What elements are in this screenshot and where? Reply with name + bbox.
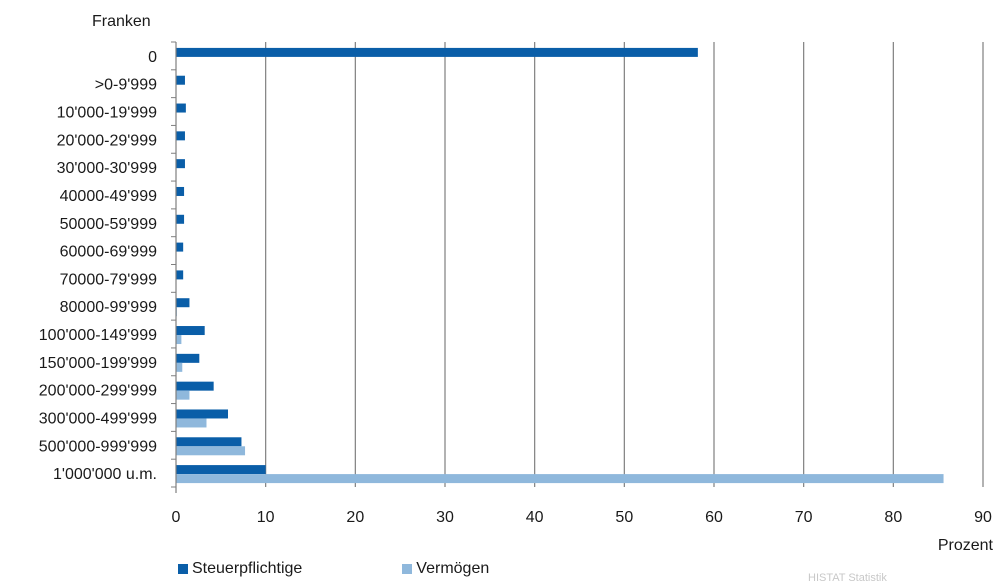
category-label: 100'000-149'999: [39, 327, 157, 344]
x-tick-label: 60: [705, 509, 723, 526]
category-label: 60000-69'999: [60, 244, 157, 261]
bar-steuerpflichtige: [176, 326, 205, 336]
bar-steuerpflichtige: [176, 242, 184, 252]
category-label: 300'000-499'999: [39, 410, 157, 427]
bar-vermoegen: [176, 418, 207, 428]
category-label: 0: [148, 49, 157, 66]
bar-vermoegen: [176, 390, 190, 400]
bar-steuerpflichtige: [176, 465, 266, 475]
x-tick-label: 0: [172, 509, 181, 526]
bar-steuerpflichtige: [176, 103, 186, 113]
legend-label: Vermögen: [416, 560, 490, 577]
x-tick-label: 40: [526, 509, 544, 526]
bar-steuerpflichtige: [176, 75, 185, 85]
x-tick-label: 30: [436, 509, 454, 526]
category-label: 200'000-299'999: [39, 383, 157, 400]
y-axis-title: Franken: [92, 13, 151, 30]
bar-steuerpflichtige: [176, 437, 242, 447]
bar-vermoegen: [176, 362, 183, 372]
x-tick-label: 80: [884, 509, 902, 526]
category-label: 30'000-30'999: [57, 160, 158, 177]
x-tick-label: 20: [346, 509, 364, 526]
bar-steuerpflichtige: [176, 353, 200, 363]
bar-steuerpflichtige: [176, 409, 229, 419]
category-label: >0-9'999: [95, 77, 157, 94]
x-tick-label: 90: [974, 509, 992, 526]
bar-steuerpflichtige: [176, 131, 185, 141]
bar-steuerpflichtige: [176, 214, 185, 224]
bar-vermoegen: [176, 335, 182, 345]
bar-steuerpflichtige: [176, 186, 185, 196]
category-label: 40000-49'999: [60, 188, 157, 205]
bar-vermoegen: [176, 474, 944, 484]
bar-vermoegen: [176, 446, 246, 456]
legend: Steuerpflichtige Vermögen: [178, 560, 489, 578]
category-label: 70000-79'999: [60, 271, 157, 288]
category-label: 20'000-29'999: [57, 132, 158, 149]
legend-swatch: [402, 564, 413, 574]
x-tick-label: 70: [795, 509, 813, 526]
x-tick-labels: 0 10 20 30 40 50 60 70 80 90: [172, 509, 992, 526]
category-label: 10'000-19'999: [57, 105, 158, 122]
legend-item-steuerpflichtige: Steuerpflichtige: [178, 560, 302, 578]
category-label: 1'000'000 u.m.: [53, 466, 157, 483]
x-tick-label: 10: [257, 509, 275, 526]
category-label: 80000-99'999: [60, 299, 157, 316]
category-label: 150'000-199'999: [39, 355, 157, 372]
gridlines: [265, 42, 984, 487]
x-tick-label: 50: [615, 509, 633, 526]
bar-steuerpflichtige: [176, 381, 214, 391]
category-label: 50000-59'999: [60, 216, 157, 233]
legend-swatch: [178, 564, 188, 574]
bar-steuerpflichtige: [176, 270, 184, 280]
legend-item-vermoegen: Vermögen: [402, 560, 489, 578]
bars: [171, 41, 944, 488]
bar-steuerpflichtige: [176, 47, 698, 57]
bar-steuerpflichtige: [176, 159, 185, 169]
source-note: HISTAT Statistik: [808, 572, 887, 584]
bar-steuerpflichtige: [176, 298, 190, 308]
x-axis-title: Prozent: [938, 537, 994, 554]
category-label: 500'000-999'999: [39, 438, 157, 455]
legend-label: Steuerpflichtige: [192, 560, 303, 577]
category-labels: 0 >0-9'999 10'000-19'999 20'000-29'999 30'00…: [39, 49, 157, 483]
